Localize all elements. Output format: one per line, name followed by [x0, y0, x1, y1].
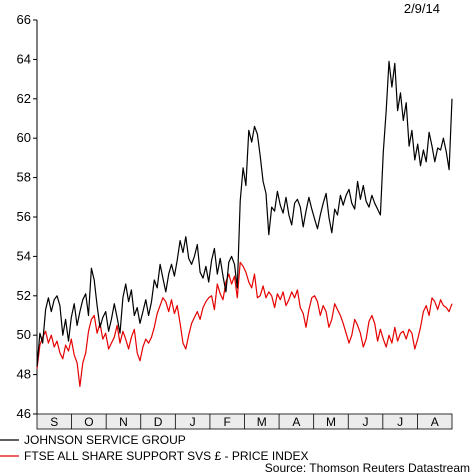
x-tick-label-9: J	[363, 415, 369, 429]
series-layer	[36, 60, 453, 387]
date-label: 2/9/14	[404, 1, 440, 16]
x-tick-label-2: N	[119, 415, 128, 429]
x-tick-label-1: O	[84, 415, 93, 429]
legend-label-ftse-all-share-support-svs: FTSE ALL SHARE SUPPORT SVS £ - PRICE IND…	[24, 449, 309, 463]
source-note: Source: Thomson Reuters Datastream	[265, 461, 470, 475]
x-tick-label-4: J	[190, 415, 196, 429]
x-tick-label-7: A	[292, 415, 300, 429]
x-tick-label-5: F	[224, 415, 231, 429]
y-tick-label-50: 50	[17, 327, 31, 342]
y-tick-label-46: 46	[17, 406, 31, 421]
y-tick-label-54: 54	[17, 248, 31, 263]
y-axis: 46 48 50 52 54 56 58 60 62 64 66	[17, 12, 38, 421]
y-tick-label-56: 56	[17, 209, 31, 224]
x-tick-label-11: A	[431, 415, 439, 429]
x-tick-label-8: M	[326, 415, 336, 429]
legend-label-johnson-service-group: JOHNSON SERVICE GROUP	[24, 433, 186, 447]
y-tick-label-58: 58	[17, 170, 31, 185]
series-line-ftse-all-share-support-svs-price-index	[36, 261, 453, 387]
legend: JOHNSON SERVICE GROUP FTSE ALL SHARE SUP…	[0, 433, 309, 463]
x-tick-label-6: M	[257, 415, 267, 429]
series-line-johnson-service-group	[36, 60, 453, 367]
x-tick-label-10: J	[397, 415, 403, 429]
y-tick-label-52: 52	[17, 288, 31, 303]
y-tick-label-62: 62	[17, 91, 31, 106]
y-tick-label-64: 64	[17, 51, 31, 66]
y-tick-label-66: 66	[17, 12, 31, 27]
x-tick-label-3: D	[154, 415, 163, 429]
y-tick-label-60: 60	[17, 130, 31, 145]
y-tick-label-48: 48	[17, 367, 31, 382]
x-tick-label-0: S	[50, 415, 58, 429]
